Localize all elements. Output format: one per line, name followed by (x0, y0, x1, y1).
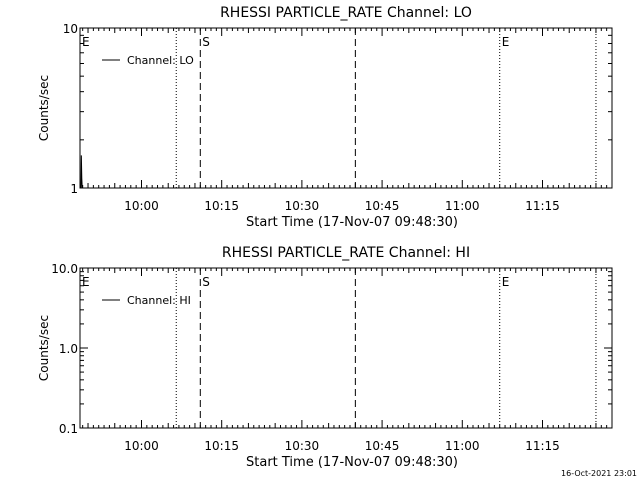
legend-label: Channel: HI (127, 294, 191, 307)
chart-panel-1: RHESSI PARTICLE_RATE Channel: LO Counts/s… (37, 5, 613, 230)
y-tick-label: 10.0 (51, 262, 78, 276)
footer-timestamp: 16-Oct-2021 23:01 (561, 469, 637, 478)
chart-panel-2: RHESSI PARTICLE_RATE Channel: HI Counts/s… (37, 245, 613, 470)
y-axis-label: Counts/sec (37, 75, 51, 141)
event-marker-label: E (82, 35, 90, 49)
plot-frame (79, 267, 613, 429)
y-tick-label: 10 (63, 22, 78, 36)
y-axis-label: Counts/sec (37, 315, 51, 381)
x-tick-label: 10:45 (365, 439, 400, 453)
event-marker-label: E (502, 275, 510, 289)
chart-title: RHESSI PARTICLE_RATE Channel: LO (220, 5, 472, 21)
x-axis-label: Start Time (17-Nov-07 09:48:30) (246, 455, 458, 470)
x-tick-label: 10:30 (285, 199, 320, 213)
event-marker-label: S (202, 35, 210, 49)
x-tick-label: 11:15 (525, 199, 560, 213)
y-tick-label: 1.0 (59, 342, 78, 356)
x-axis-label: Start Time (17-Nov-07 09:48:30) (246, 215, 458, 230)
series-line (80, 155, 83, 189)
x-tick-label: 10:00 (124, 439, 159, 453)
x-tick-label: 10:15 (204, 199, 239, 213)
event-marker-label: E (82, 275, 90, 289)
x-tick-label: 10:15 (204, 439, 239, 453)
event-marker-label: E (502, 35, 510, 49)
x-tick-label: 10:45 (365, 199, 400, 213)
x-tick-label: 11:00 (445, 199, 480, 213)
plot-frame (79, 27, 613, 189)
x-tick-label: 10:30 (285, 439, 320, 453)
legend-label: Channel: LO (127, 54, 194, 67)
chart-title: RHESSI PARTICLE_RATE Channel: HI (222, 245, 470, 261)
x-tick-label: 11:15 (525, 439, 560, 453)
x-tick-label: 11:00 (445, 439, 480, 453)
x-tick-label: 10:00 (124, 199, 159, 213)
y-tick-label: 1 (70, 182, 78, 196)
y-tick-label: 0.1 (59, 422, 78, 436)
event-marker-label: S (202, 275, 210, 289)
